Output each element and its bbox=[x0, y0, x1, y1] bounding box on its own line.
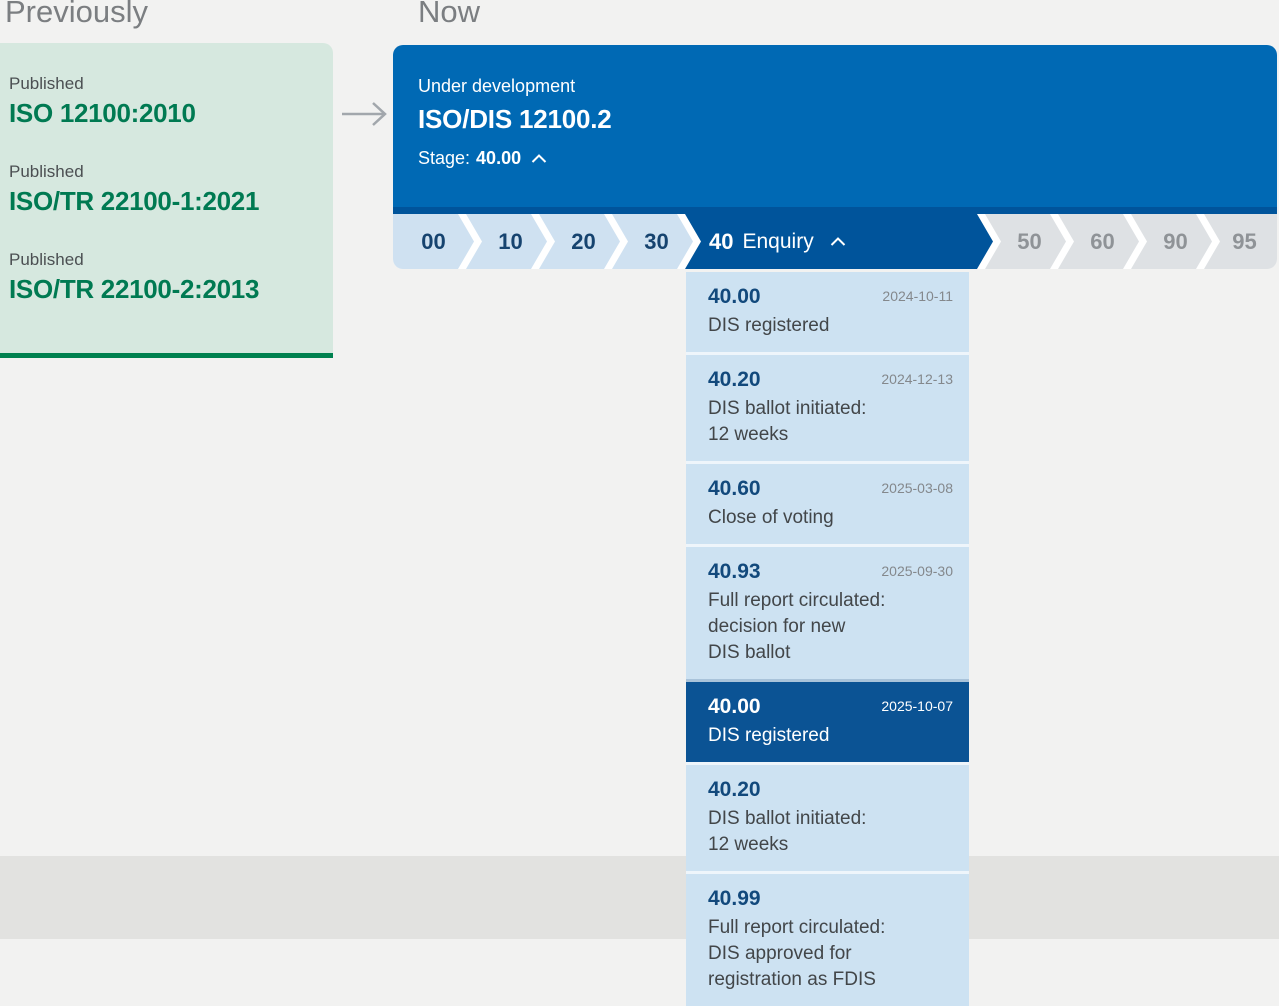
stage-segment-00[interactable]: 00 bbox=[393, 214, 474, 269]
standard-code: ISO/DIS 12100.2 bbox=[418, 104, 612, 134]
item-date: 2025-03-08 bbox=[881, 480, 953, 496]
item-description: Close of voting bbox=[708, 507, 834, 528]
now-heading: Now bbox=[418, 0, 481, 29]
item-description: Full report circulated: decision for new D… bbox=[708, 590, 886, 663]
published-status: Published bbox=[9, 250, 84, 269]
stage-segment-label: 95 bbox=[1232, 228, 1257, 254]
published-status: Published bbox=[9, 74, 84, 93]
stage-segment-label: 60 bbox=[1090, 228, 1115, 254]
footer-band bbox=[0, 856, 1279, 939]
right-arrow-icon bbox=[340, 100, 388, 133]
standard-link[interactable]: ISO/TR 22100-1:2021 bbox=[9, 186, 260, 216]
stage-bar: 00 10 20 30 40 Enquiry 50 60 90 95 bbox=[393, 207, 1277, 269]
stage-dropdown-item[interactable]: 40.20 DIS ballot initiated: 12 weeks bbox=[686, 762, 969, 871]
item-date: 2024-10-11 bbox=[882, 288, 953, 304]
previously-card: Published ISO 12100:2010 Published ISO/T… bbox=[0, 43, 333, 358]
standard-link[interactable]: ISO/TR 22100-2:2013 bbox=[9, 274, 260, 304]
published-item: Published ISO 12100:2010 bbox=[9, 73, 321, 128]
stage-segment-50[interactable]: 50 bbox=[985, 214, 1066, 269]
stage-segment-60[interactable]: 60 bbox=[1058, 214, 1139, 269]
item-description: DIS registered bbox=[708, 725, 830, 746]
item-code: 40.93 bbox=[708, 560, 761, 583]
stage-segment-40[interactable]: 40 Enquiry bbox=[685, 214, 993, 269]
published-item: Published ISO/TR 22100-2:2013 bbox=[9, 249, 321, 304]
published-item: Published ISO/TR 22100-1:2021 bbox=[9, 161, 321, 216]
stage-segment-30[interactable]: 30 bbox=[612, 214, 693, 269]
item-code: 40.99 bbox=[708, 887, 761, 910]
item-description: DIS ballot initiated: 12 weeks bbox=[708, 808, 867, 855]
item-date: 2025-10-07 bbox=[881, 698, 953, 714]
item-description: Full report circulated: DIS approved for r… bbox=[708, 917, 886, 990]
stage-segment-label: 50 bbox=[1017, 228, 1042, 254]
stage-dropdown-item[interactable]: 40.00 2024-10-11 DIS registered bbox=[686, 272, 969, 352]
development-status: Under development bbox=[418, 76, 576, 96]
stage-segment-label: 30 bbox=[644, 228, 669, 254]
stage-segment-name: Enquiry bbox=[742, 229, 814, 253]
stage-dropdown-item[interactable]: 40.20 2024-12-13 DIS ballot initiated: 12… bbox=[686, 352, 969, 461]
stage-label: Stage: bbox=[418, 148, 471, 168]
item-date: 2024-12-13 bbox=[881, 371, 953, 387]
chevron-up-icon bbox=[830, 237, 846, 246]
previously-heading: Previously bbox=[5, 0, 148, 29]
stage-segment-label: 90 bbox=[1163, 228, 1188, 254]
stage-segment-label: 10 bbox=[498, 228, 523, 254]
item-description: DIS registered bbox=[708, 315, 830, 336]
stage-segment-label: 40 bbox=[709, 228, 734, 254]
stage-dropdown-item-selected[interactable]: 40.00 2025-10-07 DIS registered bbox=[686, 679, 969, 762]
stage-dropdown-item[interactable]: 40.60 2025-03-08 Close of voting bbox=[686, 461, 969, 544]
stage-segment-90[interactable]: 90 bbox=[1131, 214, 1212, 269]
stage-toggle[interactable]: Stage: 40.00 bbox=[418, 148, 1277, 169]
item-code: 40.20 bbox=[708, 778, 761, 801]
published-status: Published bbox=[9, 162, 84, 181]
item-code: 40.20 bbox=[708, 368, 761, 391]
stage-segment-95[interactable]: 95 bbox=[1204, 214, 1277, 269]
stage-segment-label: 20 bbox=[571, 228, 596, 254]
chevron-up-icon bbox=[531, 154, 547, 163]
item-date: 2025-09-30 bbox=[881, 563, 953, 579]
item-code: 40.00 bbox=[708, 695, 761, 718]
stage-segment-10[interactable]: 10 bbox=[466, 214, 547, 269]
item-code: 40.60 bbox=[708, 477, 761, 500]
stage-segment-label: 00 bbox=[421, 228, 446, 254]
now-card: Under development ISO/DIS 12100.2 Stage:… bbox=[393, 45, 1277, 207]
item-description: DIS ballot initiated: 12 weeks bbox=[708, 398, 867, 445]
stage-dropdown-item[interactable]: 40.93 2025-09-30 Full report circulated:… bbox=[686, 544, 969, 679]
stage-history-dropdown: 40.00 2024-10-11 DIS registered 40.20 20… bbox=[686, 272, 969, 1006]
stage-value: 40.00 bbox=[476, 148, 522, 168]
standard-link[interactable]: ISO 12100:2010 bbox=[9, 98, 196, 128]
stage-segment-20[interactable]: 20 bbox=[539, 214, 620, 269]
item-code: 40.00 bbox=[708, 285, 761, 308]
